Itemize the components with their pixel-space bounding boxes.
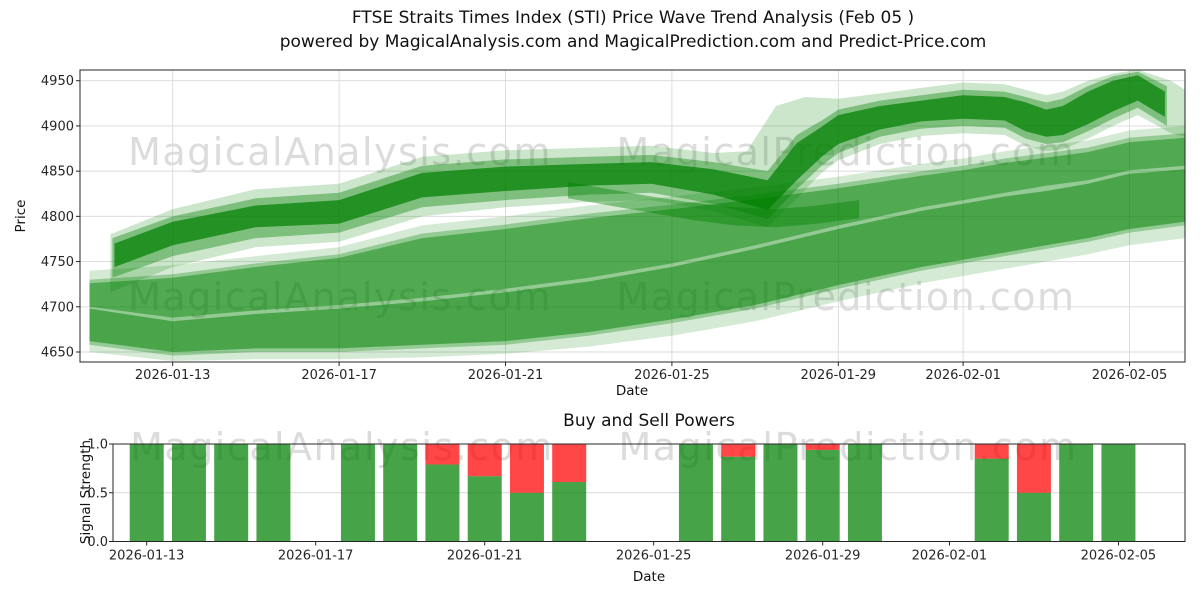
date-axis-label-top: Date xyxy=(615,383,649,399)
buy-bar xyxy=(678,444,713,542)
date-tick-label-bottom: 2026-01-25 xyxy=(616,549,692,564)
date-tick-label-bottom: 2026-02-01 xyxy=(912,549,988,564)
buy-bar xyxy=(1016,492,1051,542)
date-axis-label-bottom: Date xyxy=(632,569,666,585)
buy-bar xyxy=(340,444,375,542)
date-tick-label-top: 2026-01-17 xyxy=(301,368,377,383)
buy-bar xyxy=(425,464,460,542)
price-tick-label: 4850 xyxy=(41,165,74,180)
buy-bar xyxy=(383,444,418,542)
price-tick-label: 4800 xyxy=(41,210,74,225)
date-tick-label-bottom: 2026-02-05 xyxy=(1081,549,1157,564)
date-tick-label-top: 2026-01-13 xyxy=(135,368,211,383)
buy-bar xyxy=(721,456,756,542)
price-band-lower-mid xyxy=(89,133,1185,356)
price-band-crossing xyxy=(567,182,860,228)
sell-bar xyxy=(1016,444,1051,493)
price-chart: MagicalAnalysis.com MagicalPrediction.com… xyxy=(41,69,1186,383)
date-tick-label-top: 2026-02-05 xyxy=(1092,368,1168,383)
buy-bar xyxy=(805,449,840,542)
signal-bars xyxy=(129,444,1136,542)
signal-tick-label: 1.0 xyxy=(87,438,108,453)
date-tick-label-top: 2026-01-29 xyxy=(801,368,877,383)
buy-bar xyxy=(552,482,587,542)
sell-bar xyxy=(974,444,1009,459)
sell-bar xyxy=(721,444,756,457)
signal-axis-label: Signal Strength xyxy=(78,439,94,545)
price-band-upper-dark xyxy=(114,75,1165,267)
buy-bar xyxy=(256,444,291,542)
buy-bar xyxy=(1101,444,1136,542)
sell-bar xyxy=(509,444,544,493)
date-tick-label-top: 2026-01-21 xyxy=(468,368,544,383)
buy-bar xyxy=(509,492,544,542)
date-tick-label-bottom: 2026-01-29 xyxy=(785,549,861,564)
buy-bar xyxy=(847,444,882,542)
buy-bar xyxy=(129,444,164,542)
price-axis-label: Price xyxy=(13,199,29,233)
sell-bar xyxy=(467,444,502,477)
page-subtitle: powered by MagicalAnalysis.com and Magic… xyxy=(279,32,987,52)
price-tick-label: 4750 xyxy=(41,255,74,270)
sell-bar xyxy=(552,444,587,483)
date-tick-label-top: 2026-02-01 xyxy=(925,368,1001,383)
price-tick-label: 4900 xyxy=(41,119,74,134)
buy-bar xyxy=(467,476,502,542)
signal-tick-label: 0.0 xyxy=(87,535,108,550)
price-band-lower-core-upper xyxy=(89,137,1185,318)
buy-bar xyxy=(763,444,798,542)
price-tick-label: 4950 xyxy=(41,74,74,89)
watermark-text: MagicalAnalysis.com xyxy=(128,130,552,174)
buy-bar xyxy=(171,444,206,542)
buy-bar xyxy=(214,444,249,542)
buy-bar xyxy=(1059,444,1094,542)
date-tick-label-bottom: 2026-01-21 xyxy=(447,549,523,564)
signal-chart: MagicalAnalysis.comMagicalPrediction.com… xyxy=(87,425,1186,564)
signal-chart-title: Buy and Sell Powers xyxy=(563,411,735,431)
price-tick-label: 4700 xyxy=(41,300,74,315)
date-tick-label-bottom: 2026-01-13 xyxy=(109,549,185,564)
buy-bar xyxy=(974,458,1009,542)
price-band-lower-outer xyxy=(89,125,1185,362)
price-band-lower-core-lower xyxy=(89,169,1185,352)
sell-bar xyxy=(425,444,460,465)
price-bands xyxy=(89,70,1185,362)
date-tick-label-top: 2026-01-25 xyxy=(634,368,710,383)
date-tick-label-bottom: 2026-01-17 xyxy=(278,549,354,564)
signal-tick-label: 0.5 xyxy=(87,486,108,501)
page-title: FTSE Straits Times Index (STI) Price Wav… xyxy=(351,8,915,28)
sell-bar xyxy=(805,444,840,450)
price-tick-label: 4650 xyxy=(41,346,74,361)
